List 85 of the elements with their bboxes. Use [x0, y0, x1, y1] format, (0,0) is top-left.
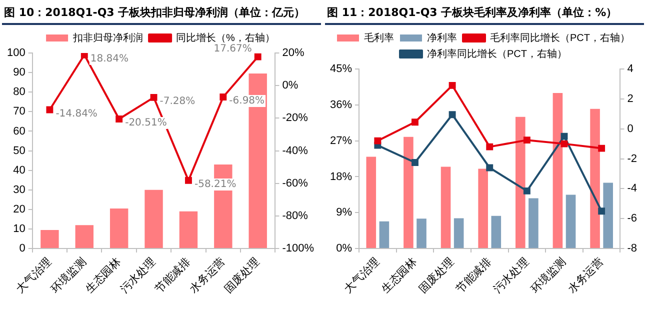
legend-label: 净利率同比增长（PCT，右轴） [427, 48, 567, 60]
legend-label: 毛利率 [364, 32, 394, 44]
legend-label: 毛利率同比增长（PCT，右轴） [490, 32, 630, 44]
point [598, 144, 606, 152]
data-label: -58.21% [194, 179, 236, 190]
bar [516, 116, 526, 248]
bar [566, 194, 576, 248]
bar [416, 218, 426, 248]
point [184, 176, 192, 184]
point [486, 164, 494, 172]
y2-tick-label: 0% [282, 80, 298, 92]
y-tick-label: 10 [13, 223, 26, 236]
y-tick-label: 30 [13, 184, 26, 196]
point [220, 93, 227, 100]
bar [491, 216, 502, 248]
y2-tick-label: -2 [627, 152, 637, 165]
legend-label: 扣非归母净利润 [72, 32, 144, 44]
bar [478, 168, 488, 248]
point [560, 140, 568, 148]
y2-tick-label: -4 [627, 182, 637, 195]
point [523, 136, 530, 144]
y-tick-label: 40 [13, 164, 26, 176]
y2-tick-label: -100% [282, 242, 314, 255]
bar [179, 211, 198, 248]
bar [440, 166, 451, 248]
point [523, 187, 530, 194]
y-tick-label: 90 [13, 66, 26, 79]
y2-tick-label: -8 [627, 242, 637, 255]
y-tick-label: 18% [330, 170, 352, 183]
chart-title: 图 11：2018Q1-Q3 子板块毛利率及净利率（单位：%） [325, 2, 644, 25]
point [448, 111, 456, 118]
y2-tick-label: -6 [627, 212, 637, 225]
y-tick-label: 36% [330, 98, 352, 111]
y2-tick-label: 20% [282, 47, 304, 60]
chart-title: 图 10：2018Q1-Q3 子板块扣非归母净利润（单位：亿元） [2, 2, 321, 25]
data-label: -14.84% [56, 108, 98, 120]
y-tick-label: 0% [336, 242, 352, 255]
bar [552, 92, 563, 248]
data-label: 17.67% [214, 43, 252, 54]
y-tick-label: 100 [6, 47, 26, 60]
y2-tick-label: -20% [282, 112, 308, 124]
data-label: -7.28% [160, 96, 196, 108]
point [412, 118, 418, 126]
bar [144, 190, 163, 248]
y2-tick-label: 4 [627, 63, 634, 76]
point [80, 53, 88, 58]
bar [40, 230, 59, 248]
y2-tick-label: 2 [627, 92, 634, 105]
bar [404, 136, 414, 248]
y-tick-label: 50 [13, 144, 26, 157]
y2-tick-label: 0 [627, 122, 634, 135]
y2-tick-label: -80% [282, 210, 308, 222]
y-tick-label: 45% [330, 63, 352, 76]
y-tick-label: 27% [330, 134, 352, 147]
point [46, 106, 54, 114]
data-label: 18.84% [90, 53, 129, 64]
bar [603, 182, 613, 248]
y-tick-label: 20 [13, 203, 26, 216]
y2-tick-label: -60% [282, 177, 308, 190]
point [598, 208, 606, 215]
bar [110, 208, 128, 248]
point [374, 137, 382, 144]
point [254, 53, 262, 60]
point [486, 143, 494, 150]
bar [75, 225, 94, 248]
data-label: -20.51% [125, 118, 167, 129]
point [448, 82, 456, 89]
y-tick-label: 0 [19, 242, 26, 255]
point [116, 116, 123, 122]
legend-label: 净利率 [427, 32, 457, 44]
y-tick-label: 70 [13, 106, 26, 118]
y-tick-label: 80 [13, 86, 26, 98]
bar [590, 108, 600, 248]
legend-label: 同比增长（%，右轴） [176, 32, 275, 44]
y-tick-label: 60 [13, 125, 26, 138]
bar [528, 198, 538, 248]
data-label: -6.98% [229, 96, 265, 107]
bar [366, 156, 376, 248]
y-tick-label: 9% [336, 206, 352, 219]
point [412, 159, 418, 166]
point [150, 94, 158, 101]
y2-tick-label: -40% [282, 144, 308, 157]
bar [454, 218, 464, 248]
bar [379, 221, 390, 248]
point [560, 132, 568, 140]
